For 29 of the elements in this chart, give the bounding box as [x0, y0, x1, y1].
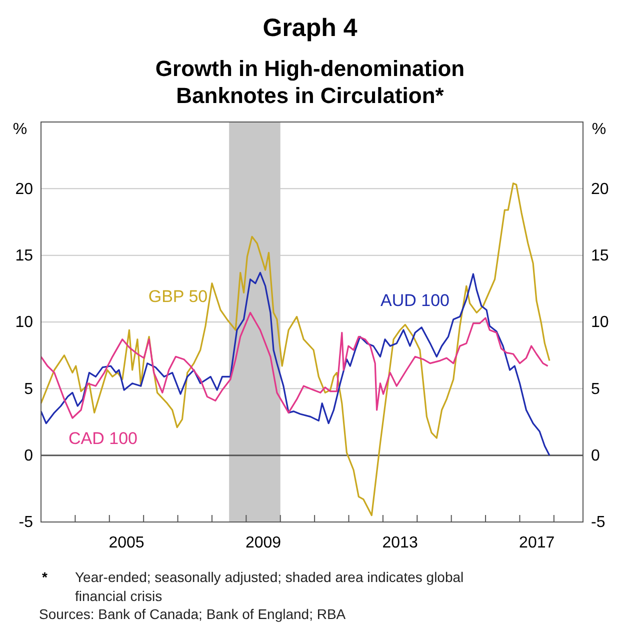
- line-series: [40, 182, 550, 516]
- x-tick-label: 2009: [245, 534, 282, 552]
- line-series: [40, 312, 549, 419]
- y2-tick-label: 10: [591, 314, 609, 332]
- text: Year-ended; seasonally adjusted; shaded area indicates global financial crisis: [75, 569, 464, 604]
- y-tick-label: 10: [15, 314, 34, 332]
- y-tick-label: 15: [15, 247, 34, 264]
- series-label: GBP 50: [148, 287, 208, 306]
- y-tick-label: 0: [24, 447, 34, 464]
- y2-tick-label: 20: [591, 180, 609, 198]
- y2-tick-label: 15: [591, 247, 609, 264]
- series-label: CAD 100: [68, 429, 138, 448]
- y2-tick-label: -5: [591, 514, 606, 532]
- y2-axis-title: %: [592, 121, 606, 138]
- x-tick-label: 2017: [519, 534, 555, 552]
- x-tick-label: 2005: [108, 534, 144, 552]
- y2-tick-label: 5: [591, 380, 600, 398]
- source-note: Sources: Bank of Canada; Bank of England; RBA: [39, 606, 346, 622]
- text: *: [42, 569, 48, 585]
- chart-title: Graph 4: [262, 14, 358, 42]
- series-label: AUD 100: [380, 291, 450, 310]
- x-tick-label: 2013: [382, 534, 418, 552]
- y-tick-label: 5: [24, 380, 34, 398]
- y2-tick-label: 0: [591, 447, 600, 464]
- y-tick-label: -5: [18, 514, 34, 532]
- y-axis-title: %: [12, 121, 28, 138]
- chart-subtitle: Growth in High-denomination Banknotes in Circulation*: [155, 56, 465, 108]
- line-series: [40, 272, 550, 456]
- y-tick-label: 20: [15, 180, 34, 198]
